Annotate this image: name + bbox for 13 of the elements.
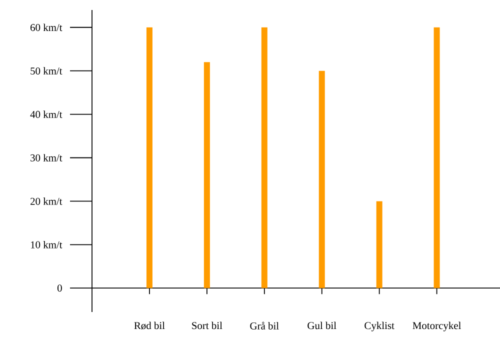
y-tick-label: 20 km/t — [30, 198, 62, 205]
y-tick-label: 40 km/t — [30, 110, 62, 118]
y-tick-label: 60 km/t — [30, 24, 62, 32]
y-tick-label: 0 — [57, 284, 62, 292]
x-tick-label: Grå bil — [250, 322, 279, 330]
x-tick-label: Cyklist — [364, 322, 394, 332]
y-tick-label: 50 km/t — [30, 67, 62, 75]
x-tick-label: Gul bil — [308, 322, 336, 330]
x-tick-label: Sort bil — [192, 322, 222, 330]
y-tick-label: 10 km/t — [30, 240, 62, 248]
x-tick-label: Motorcykel — [412, 322, 461, 332]
x-tick-label: Rød bil — [134, 322, 165, 330]
y-tick-label: 30 km/t — [30, 154, 62, 162]
